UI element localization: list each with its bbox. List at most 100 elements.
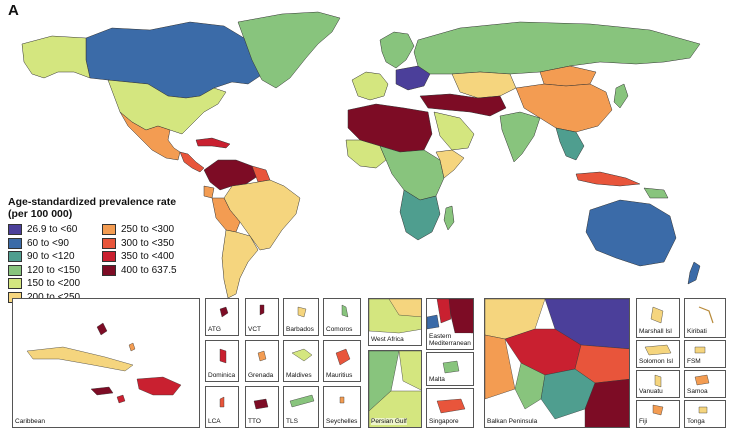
legend-item: 400 to 637.5	[102, 264, 202, 278]
legend-item: 250 to <300	[102, 223, 202, 237]
scandinavia	[379, 31, 415, 69]
barbados-map	[297, 306, 307, 318]
inset-label: Marshall Isl	[639, 328, 672, 335]
inset-label: Vanuatu	[639, 388, 663, 395]
legend-swatch	[8, 224, 22, 236]
japan	[613, 83, 629, 109]
inset-maldives: Maldives	[283, 340, 319, 382]
inset-caribbean: Caribbean	[12, 298, 200, 428]
marshall-isl-map	[650, 306, 664, 324]
inset-label: FSM	[687, 358, 701, 365]
southeast-asia	[555, 127, 585, 161]
india	[499, 111, 541, 163]
legend-label: 120 to <150	[27, 264, 81, 276]
fsm-map	[694, 346, 706, 354]
inset-label: TTO	[248, 418, 261, 425]
inset-balkan-peninsula: Balkan Peninsula	[484, 298, 630, 428]
inset-tto: TTO	[245, 386, 279, 428]
seychelles-map	[339, 396, 345, 404]
legend-swatch	[8, 278, 22, 290]
central-africa	[379, 145, 445, 201]
inset-comoros: Comoros	[323, 298, 361, 336]
mexico	[119, 111, 181, 161]
samoa-map	[694, 374, 710, 386]
caribbean-islands	[195, 137, 231, 149]
venezuela-colombia	[203, 159, 259, 191]
papua-new-guinea	[643, 187, 669, 199]
singapore-map	[436, 398, 466, 414]
legend-title-line-2: (per 100 000)	[8, 208, 73, 220]
legend-swatch	[102, 251, 116, 263]
inset-kiribati: Kiribati	[684, 298, 726, 338]
legend-swatch	[8, 264, 22, 276]
inset-label: Dominica	[208, 372, 236, 379]
inset-tls: TLS	[283, 386, 319, 428]
legend-label: 90 to <120	[27, 251, 75, 263]
inset-label: West Africa	[371, 336, 404, 343]
inset-vanuatu: Vanuatu	[636, 370, 680, 398]
new-zealand	[687, 261, 701, 285]
legend-item: 300 to <350	[102, 237, 202, 251]
inset-persian-gulf: Persian Gulf	[368, 350, 422, 428]
kiribati-map	[698, 306, 714, 324]
legend-item: 120 to <150	[8, 264, 102, 278]
legend-item: 90 to <120	[8, 250, 102, 264]
alaska	[21, 35, 91, 79]
peru-bolivia	[211, 197, 241, 233]
inset-atg: ATG	[205, 298, 239, 336]
inset-label: Grenada	[248, 372, 274, 379]
inset-label: VCT	[248, 326, 261, 333]
inset-west-africa: West Africa	[368, 298, 422, 346]
argentina	[221, 229, 259, 299]
central-america	[179, 151, 205, 173]
legend-swatch	[8, 237, 22, 249]
legend-item: 60 to <90	[8, 237, 102, 251]
comoros-map	[341, 304, 349, 318]
western-europe	[351, 71, 389, 101]
inset-label: Kiribati	[687, 328, 707, 335]
inset-label: Seychelles	[326, 418, 358, 425]
legend-title-line-1: Age-standardized prevalence rate	[8, 196, 177, 208]
caribbean-map	[26, 322, 182, 404]
inset-label: Tonga	[687, 418, 705, 425]
inset-label: LCA	[208, 418, 221, 425]
inset-label: Barbados	[286, 326, 314, 333]
inset-samoa: Samoa	[684, 370, 726, 398]
china	[515, 83, 613, 133]
horn-of-africa	[435, 149, 465, 179]
dominica-map	[219, 348, 227, 364]
eastern-mediterranean-map	[427, 299, 473, 334]
inset-label: Maldives	[286, 372, 312, 379]
inset-eastern-mediterranean: Eastern Mediterranean	[426, 298, 474, 350]
inset-label: Balkan Peninsula	[487, 418, 538, 425]
legend-label: 60 to <90	[27, 237, 69, 249]
australia	[585, 199, 677, 267]
inset-label: Comoros	[326, 326, 353, 333]
inset-solomon-isl: Solomon Isl	[636, 340, 680, 368]
legend-swatch	[102, 224, 116, 236]
lca-map	[219, 396, 225, 408]
legend-swatch	[8, 251, 22, 263]
west-africa	[345, 139, 387, 169]
legend-items: 26.9 to <60 60 to <90 90 to <120 120 to …	[8, 223, 208, 304]
legend-label: 300 to <350	[121, 237, 175, 249]
legend-swatch	[102, 237, 116, 249]
inset-tonga: Tonga	[684, 400, 726, 428]
atg-map	[219, 306, 229, 318]
inset-label: Eastern Mediterranean	[429, 333, 471, 347]
mauritius-map	[335, 348, 351, 366]
solomon-isl-map	[644, 344, 672, 356]
persian-gulf-map	[369, 351, 421, 427]
inset-barbados: Barbados	[283, 298, 319, 336]
legend-label: 350 to <400	[121, 251, 175, 263]
legend-title: Age-standardized prevalence rate (per 10…	[8, 196, 208, 220]
inset-label: Fiji	[639, 418, 648, 425]
russia	[413, 21, 701, 75]
southern-africa	[399, 189, 441, 241]
inset-singapore: Singapore	[426, 388, 474, 428]
legend-label: 400 to 637.5	[121, 264, 177, 276]
legend-item: 350 to <400	[102, 250, 202, 264]
balkan-peninsula-map	[485, 299, 629, 427]
inset-seychelles: Seychelles	[323, 386, 361, 428]
